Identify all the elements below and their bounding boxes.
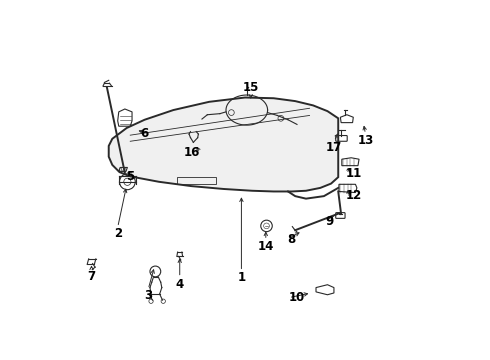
Text: 1: 1	[237, 271, 245, 284]
Text: 6: 6	[140, 127, 148, 140]
Text: 17: 17	[326, 141, 342, 154]
Text: 15: 15	[243, 81, 259, 94]
Text: 8: 8	[287, 233, 295, 246]
Text: 14: 14	[258, 240, 274, 253]
Text: 12: 12	[346, 189, 363, 202]
Text: 13: 13	[357, 134, 373, 147]
Text: 9: 9	[325, 215, 334, 228]
Polygon shape	[109, 98, 338, 192]
Text: 3: 3	[144, 289, 152, 302]
Text: 7: 7	[87, 270, 96, 283]
Text: 11: 11	[346, 167, 363, 180]
Text: 5: 5	[125, 170, 134, 183]
Text: 2: 2	[114, 227, 122, 240]
Text: 10: 10	[289, 291, 305, 304]
Text: 4: 4	[175, 278, 184, 291]
Text: 16: 16	[184, 146, 200, 159]
